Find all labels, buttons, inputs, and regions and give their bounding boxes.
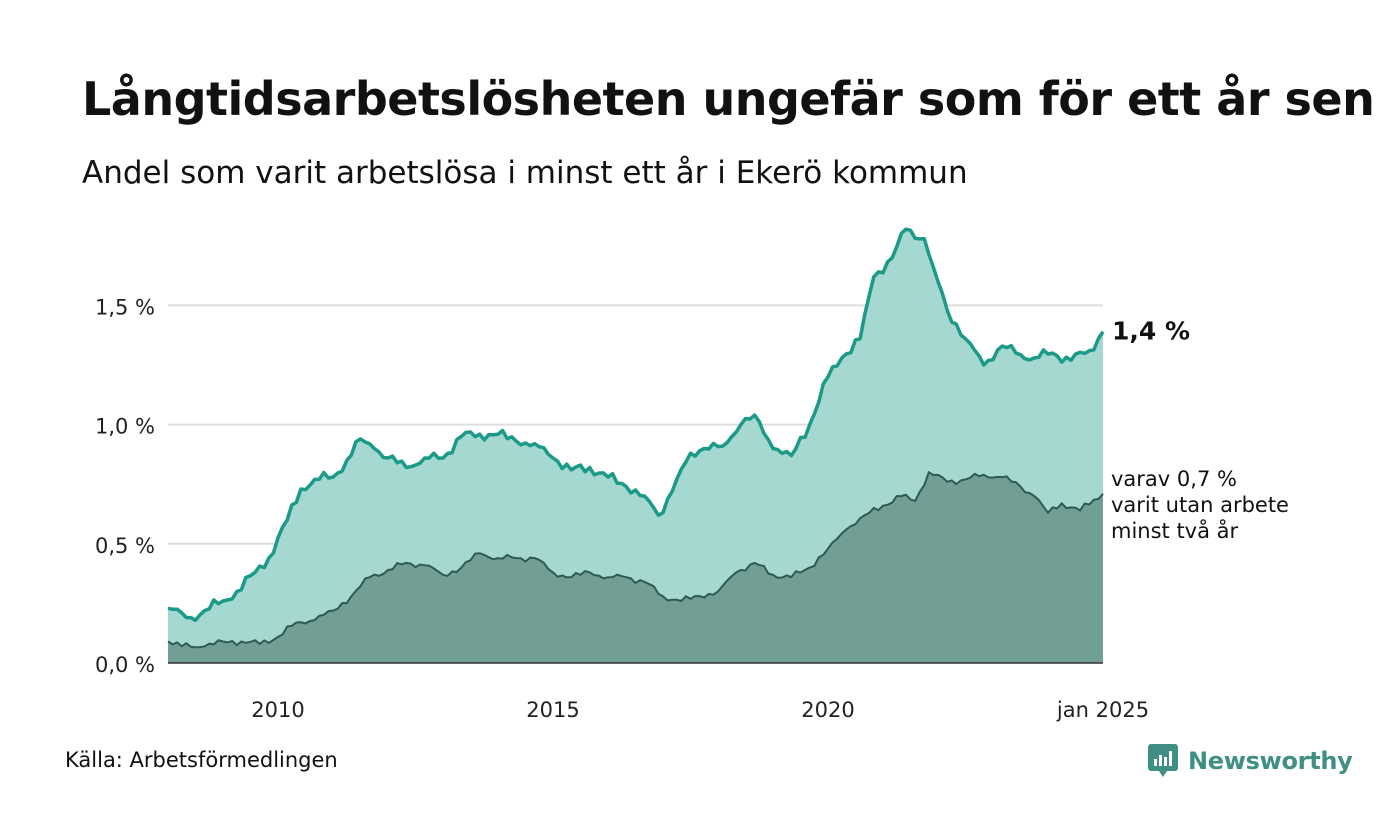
ytick-label-0: 0,0 %: [95, 653, 155, 677]
area-layer: [167, 227, 1105, 663]
longterm-area: [168, 472, 1103, 663]
xtick-label-2: 2020: [801, 698, 854, 722]
newsworthy-logo-icon: [1148, 744, 1178, 777]
longterm-line: [167, 470, 1104, 649]
longterm-value-label-line-0: varav 0,7 %: [1111, 467, 1237, 491]
axis-layer: 0,0 % 0,5 % 1,0 % 1,5 % 2010 2015 2020 jan 2025: [95, 295, 1149, 722]
area-chart: 0,0 % 0,5 % 1,0 % 1,5 % 2010 2015 2020 jan 2025…: [95, 227, 1289, 722]
ytick-label-2: 1,0 %: [95, 415, 155, 439]
xtick-label-3: jan 2025: [1056, 698, 1149, 722]
source-note: Källa: Arbetsförmedlingen: [65, 748, 338, 772]
total-value-label: 1,4 %: [1112, 317, 1190, 346]
brand-name: Newsworthy: [1188, 747, 1353, 775]
total-line: [167, 227, 1105, 623]
newsworthy-logo: Newsworthy: [1148, 744, 1353, 778]
ytick-label-3: 1,5 %: [95, 295, 155, 319]
xtick-label-1: 2015: [526, 698, 579, 722]
xtick-label-0: 2010: [251, 698, 304, 722]
chart-title: Långtidsarbetslösheten ungefär som för e…: [82, 72, 1375, 126]
ytick-label-1: 0,5 %: [95, 534, 155, 558]
longterm-value-label-line-1: varit utan arbete: [1111, 493, 1289, 517]
longterm-value-label-line-2: minst två år: [1111, 518, 1239, 543]
chart-subtitle: Andel som varit arbetslösa i minst ett å…: [82, 155, 968, 191]
